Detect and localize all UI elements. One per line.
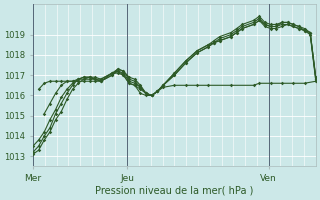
X-axis label: Pression niveau de la mer( hPa ): Pression niveau de la mer( hPa ) — [95, 186, 253, 196]
